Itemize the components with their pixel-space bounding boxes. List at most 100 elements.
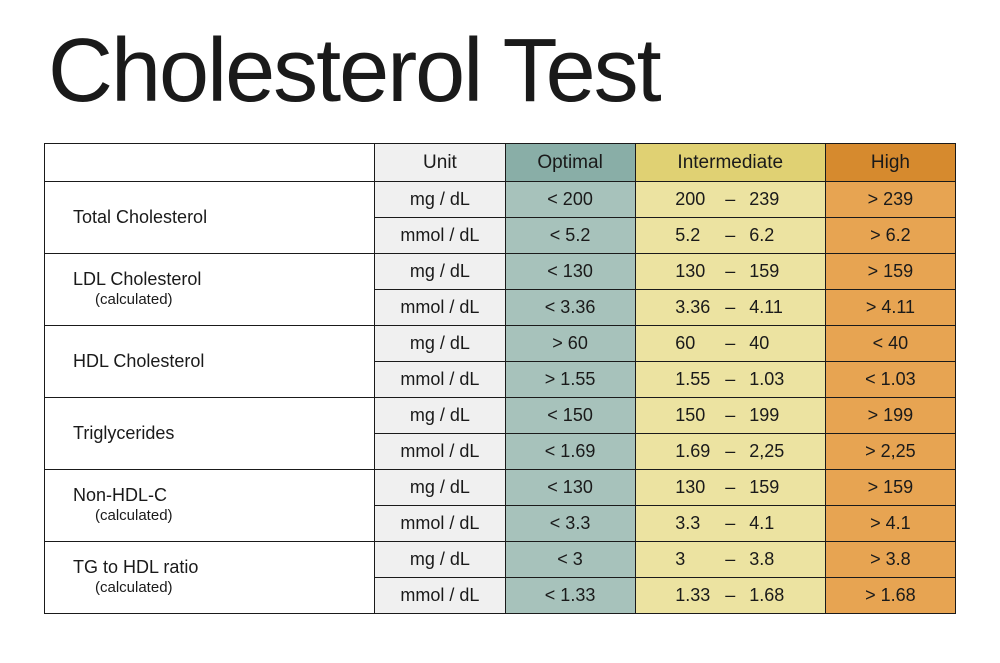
dash-icon: – [725, 513, 735, 534]
cell-high: < 1.03 [825, 362, 955, 398]
cell-intermediate: 5.2–6.2 [635, 218, 825, 254]
table-row: LDL Cholesterol(calculated)mg / dL< 1301… [45, 254, 956, 290]
header-unit: Unit [375, 144, 505, 182]
cell-intermediate-low: 130 [675, 477, 711, 498]
dash-icon: – [725, 405, 735, 426]
cell-high: > 1.68 [825, 578, 955, 614]
cell-intermediate: 1.55–1.03 [635, 362, 825, 398]
dash-icon: – [725, 333, 735, 354]
cell-intermediate: 130–159 [635, 254, 825, 290]
cell-unit: mmol / dL [375, 434, 505, 470]
row-sublabel: (calculated) [73, 580, 373, 597]
cell-intermediate-high: 6.2 [749, 225, 785, 246]
cell-optimal: < 150 [505, 398, 635, 434]
dash-icon: – [725, 369, 735, 390]
cell-high: > 239 [825, 182, 955, 218]
header-optimal: Optimal [505, 144, 635, 182]
table-row: HDL Cholesterolmg / dL> 6060–40< 40 [45, 326, 956, 362]
cell-intermediate-low: 3.36 [675, 297, 711, 318]
cell-optimal: < 3 [505, 542, 635, 578]
cell-intermediate-high: 3.8 [749, 549, 785, 570]
cell-intermediate-high: 4.1 [749, 513, 785, 534]
row-label: Triglycerides [45, 398, 375, 470]
header-high: High [825, 144, 955, 182]
row-label: Total Cholesterol [45, 182, 375, 254]
cell-high: > 4.11 [825, 290, 955, 326]
dash-icon: – [725, 261, 735, 282]
header-blank [45, 144, 375, 182]
cell-high: < 40 [825, 326, 955, 362]
cell-high: > 3.8 [825, 542, 955, 578]
cell-intermediate-high: 1.68 [749, 585, 785, 606]
cell-unit: mmol / dL [375, 218, 505, 254]
row-label-text: HDL Cholesterol [73, 351, 204, 371]
cell-high: > 2,25 [825, 434, 955, 470]
dash-icon: – [725, 441, 735, 462]
cell-unit: mg / dL [375, 254, 505, 290]
table-row: TG to HDL ratio(calculated)mg / dL< 33–3… [45, 542, 956, 578]
cell-optimal: < 3.3 [505, 506, 635, 542]
cell-intermediate: 60–40 [635, 326, 825, 362]
cell-unit: mg / dL [375, 326, 505, 362]
cell-intermediate-high: 199 [749, 405, 785, 426]
cell-unit: mmol / dL [375, 578, 505, 614]
cell-intermediate: 1.69–2,25 [635, 434, 825, 470]
cell-optimal: < 130 [505, 470, 635, 506]
table-row: Triglyceridesmg / dL< 150150–199> 199 [45, 398, 956, 434]
row-label: LDL Cholesterol(calculated) [45, 254, 375, 326]
cell-intermediate-high: 239 [749, 189, 785, 210]
cell-optimal: > 1.55 [505, 362, 635, 398]
row-label-text: LDL Cholesterol [73, 269, 201, 289]
row-label-text: Triglycerides [73, 423, 174, 443]
cell-high: > 159 [825, 470, 955, 506]
cell-unit: mg / dL [375, 398, 505, 434]
row-label-text: TG to HDL ratio [73, 557, 198, 577]
table-header-row: UnitOptimalIntermediateHigh [45, 144, 956, 182]
cell-intermediate-low: 130 [675, 261, 711, 282]
row-label: HDL Cholesterol [45, 326, 375, 398]
cell-intermediate-low: 1.55 [675, 369, 711, 390]
row-label-text: Total Cholesterol [73, 207, 207, 227]
cell-intermediate-low: 1.69 [675, 441, 711, 462]
cell-intermediate: 130–159 [635, 470, 825, 506]
cell-unit: mg / dL [375, 182, 505, 218]
row-label: TG to HDL ratio (calculated) [45, 542, 375, 614]
cell-intermediate: 200–239 [635, 182, 825, 218]
cell-high: > 4.1 [825, 506, 955, 542]
cell-unit: mmol / dL [375, 290, 505, 326]
cell-intermediate-high: 40 [749, 333, 785, 354]
cell-intermediate: 1.33–1.68 [635, 578, 825, 614]
cell-intermediate-low: 3.3 [675, 513, 711, 534]
cell-unit: mmol / dL [375, 506, 505, 542]
cell-unit: mg / dL [375, 470, 505, 506]
header-intermediate: Intermediate [635, 144, 825, 182]
cell-intermediate: 3.3–4.1 [635, 506, 825, 542]
cell-intermediate-high: 159 [749, 477, 785, 498]
cell-intermediate-high: 159 [749, 261, 785, 282]
dash-icon: – [725, 297, 735, 318]
cell-intermediate-low: 150 [675, 405, 711, 426]
row-label-text: Non-HDL-C [73, 485, 167, 505]
cell-high: > 159 [825, 254, 955, 290]
table-row: Non-HDL-C(calculated)mg / dL< 130130–159… [45, 470, 956, 506]
cell-intermediate-low: 200 [675, 189, 711, 210]
cell-high: > 199 [825, 398, 955, 434]
cell-intermediate-low: 3 [675, 549, 711, 570]
cholesterol-table: UnitOptimalIntermediateHighTotal Cholest… [44, 143, 956, 614]
cell-unit: mg / dL [375, 542, 505, 578]
dash-icon: – [725, 549, 735, 570]
cell-optimal: < 1.69 [505, 434, 635, 470]
cell-unit: mmol / dL [375, 362, 505, 398]
cell-intermediate-low: 5.2 [675, 225, 711, 246]
table-row: Total Cholesterolmg / dL< 200200–239> 23… [45, 182, 956, 218]
cell-intermediate-high: 2,25 [749, 441, 785, 462]
dash-icon: – [725, 477, 735, 498]
page-title: Cholesterol Test [48, 20, 960, 123]
dash-icon: – [725, 189, 735, 210]
dash-icon: – [725, 225, 735, 246]
row-sublabel: (calculated) [73, 508, 373, 525]
cell-intermediate: 3–3.8 [635, 542, 825, 578]
cell-intermediate-high: 4.11 [749, 297, 785, 318]
cell-intermediate-low: 1.33 [675, 585, 711, 606]
cell-intermediate-high: 1.03 [749, 369, 785, 390]
